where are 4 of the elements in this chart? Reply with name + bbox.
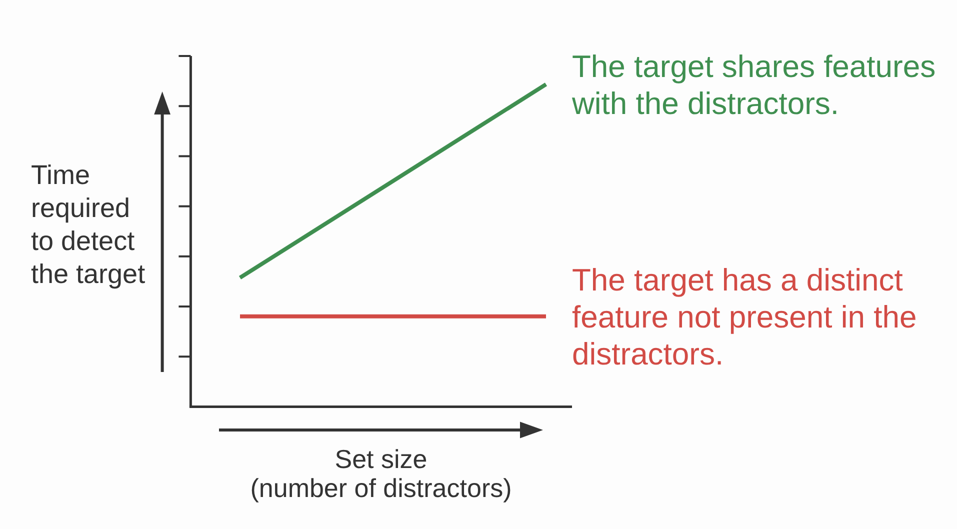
- series-label: The target shares features with the distractors.: [571, 48, 936, 121]
- x-axis-title: Set size (number of distractors): [250, 444, 512, 503]
- series-label: The target has a distinct feature not present in the distractors.: [572, 262, 917, 372]
- y-axis-title: Time required to detect the target: [31, 160, 146, 289]
